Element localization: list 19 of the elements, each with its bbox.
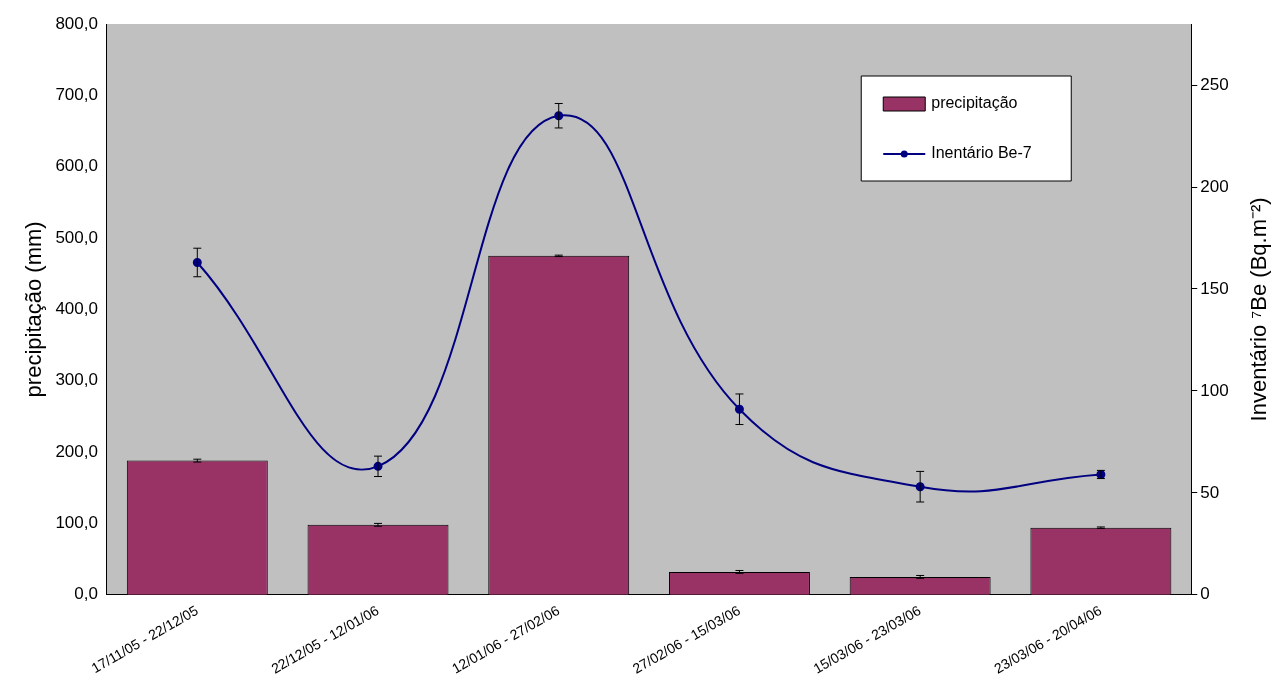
y-axis-title: precipitação (mm) <box>21 221 47 398</box>
y-tick-label: 0,0 <box>74 584 98 604</box>
y2-tick-label: 100 <box>1200 380 1229 400</box>
legend-label: Inentário Be-7 <box>931 144 1032 162</box>
y-tick-label: 300,0 <box>55 370 98 390</box>
y-tick-label: 400,0 <box>55 299 98 319</box>
y2-tick-label: 200 <box>1200 176 1229 196</box>
y2-tick-label: 50 <box>1200 482 1220 502</box>
y-tick-label: 200,0 <box>55 441 98 461</box>
y-tick-label: 600,0 <box>55 156 98 176</box>
y2-tick-label: 150 <box>1200 278 1229 298</box>
y2-tick-label: 0 <box>1200 584 1210 604</box>
y-tick-label: 500,0 <box>55 227 98 247</box>
legend-label: precipitação <box>931 94 1018 112</box>
y2-axis-title: Inventário ⁷Be (Bq.m⁻²) <box>1246 197 1272 422</box>
y-tick-label: 700,0 <box>55 85 98 105</box>
y-tick-label: 800,0 <box>55 13 98 33</box>
y-tick-label: 100,0 <box>55 513 98 533</box>
y2-tick-label: 250 <box>1200 74 1229 94</box>
